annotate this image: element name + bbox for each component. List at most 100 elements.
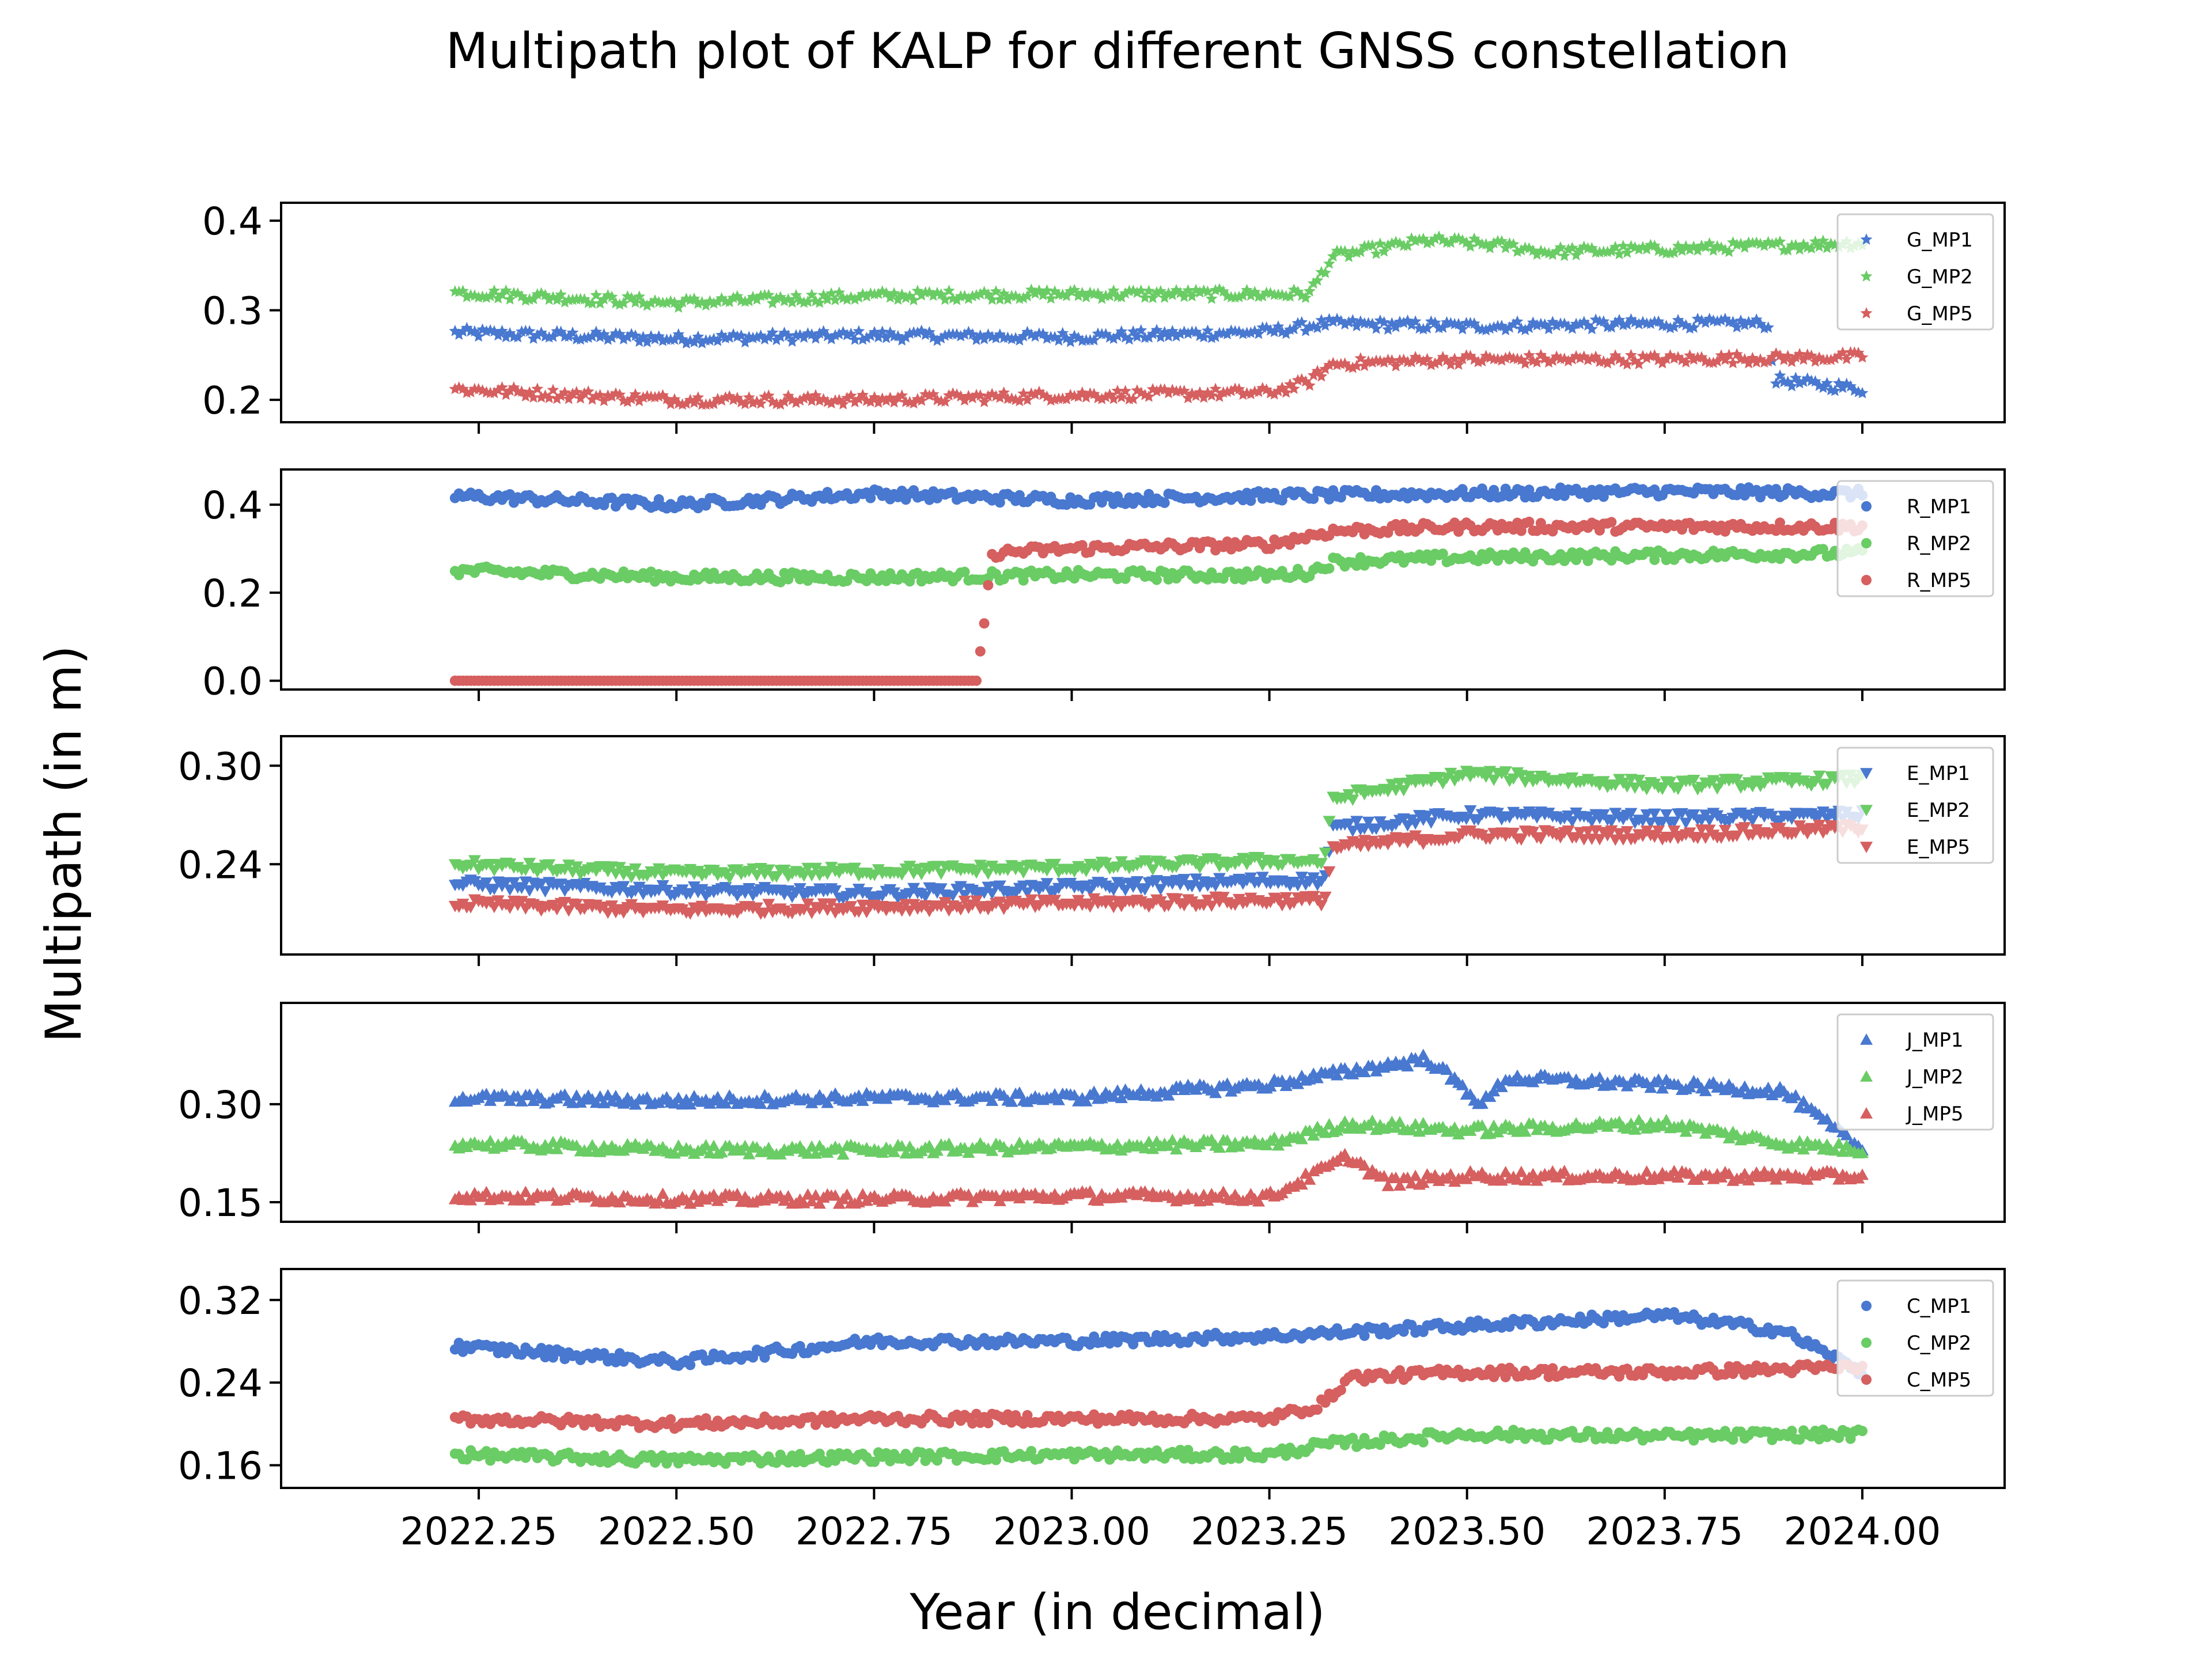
series-J_MP1 [448,1048,1869,1156]
data-point [856,1094,869,1106]
data-point [582,385,594,397]
data-point [1425,817,1438,829]
data-point [1350,359,1363,372]
data-point [1048,858,1062,870]
data-point [775,577,786,588]
data-point [1323,816,1336,828]
data-point [990,332,1002,343]
data-point [864,329,877,341]
series-G_MP1 [449,312,1869,399]
data-point [1131,286,1143,298]
data-point [1652,825,1665,837]
data-point [547,1187,560,1198]
data-point [551,293,563,305]
y-tick-label: 0.0 [202,660,263,704]
data-point [727,393,740,406]
data-point [1687,774,1700,786]
data-point [939,293,951,305]
data-point [1304,285,1316,297]
data-point [1005,1095,1018,1107]
data-point [1456,1078,1469,1090]
legend-marker [1860,233,1873,245]
series-E_MP5 [448,819,1869,920]
data-point [1832,350,1845,361]
data-point [512,331,524,343]
data-point [1025,894,1038,906]
series-E_MP1 [448,805,1869,905]
data-point [539,886,552,898]
data-point [1820,1112,1834,1124]
data-point [1084,1185,1097,1197]
data-point [1734,1086,1747,1098]
data-point [1135,387,1147,398]
data-point [841,328,853,340]
data-point [1813,240,1825,252]
data-point [1115,1092,1128,1104]
y-tick-label: 0.15 [178,1181,263,1225]
data-point [805,870,819,882]
data-point [1512,517,1523,528]
data-point [1817,381,1830,393]
data-point [907,397,920,409]
data-point [805,394,818,406]
data-point [1503,321,1516,333]
data-point [1279,892,1293,904]
data-point [1397,785,1410,797]
data-point [1519,324,1532,335]
data-point [1789,1089,1802,1101]
data-point [1577,834,1590,846]
data-point [801,296,814,307]
data-point [1621,246,1634,258]
data-point [1628,782,1642,794]
data-point [1359,1330,1370,1341]
data-point [833,328,846,340]
data-point [1786,355,1798,368]
data-point [978,286,991,297]
data-point [1574,352,1586,364]
data-point [1668,816,1681,828]
data-point [653,390,665,402]
data-point [707,1139,721,1152]
data-point [912,567,923,578]
data-point [1100,391,1112,403]
data-point [1605,321,1618,333]
data-point [703,334,716,346]
data-point [916,1447,927,1458]
data-point [1252,1195,1265,1207]
data-point [1201,895,1214,906]
data-point [1052,334,1065,346]
data-point [1048,393,1061,405]
data-point [1641,243,1653,255]
data-point [594,297,607,309]
data-point [1429,357,1441,369]
data-point [1346,825,1359,838]
data-point [645,297,657,309]
data-point [1088,334,1100,346]
data-point [1680,356,1692,368]
data-point [1315,370,1328,382]
data-point [1096,292,1108,304]
data-point [544,1344,555,1355]
data-point [449,382,461,395]
scatter-points-G [449,230,1869,410]
data-point [1350,320,1363,332]
data-point [1566,241,1578,253]
data-point [586,330,599,342]
legend-label: R_MP5 [1907,569,1971,592]
data-point [1421,322,1434,334]
data-point [1809,355,1821,367]
data-point [774,330,787,342]
data-point [735,329,748,341]
data-point [512,287,524,299]
data-point [1295,1178,1308,1190]
data-point [613,298,626,310]
data-point [978,332,991,344]
data-point [464,1194,478,1206]
data-point [1385,237,1398,249]
data-point [1687,353,1700,365]
data-point [1213,390,1226,402]
data-point [1672,783,1685,796]
data-point [1409,818,1422,830]
data-point [723,296,736,308]
